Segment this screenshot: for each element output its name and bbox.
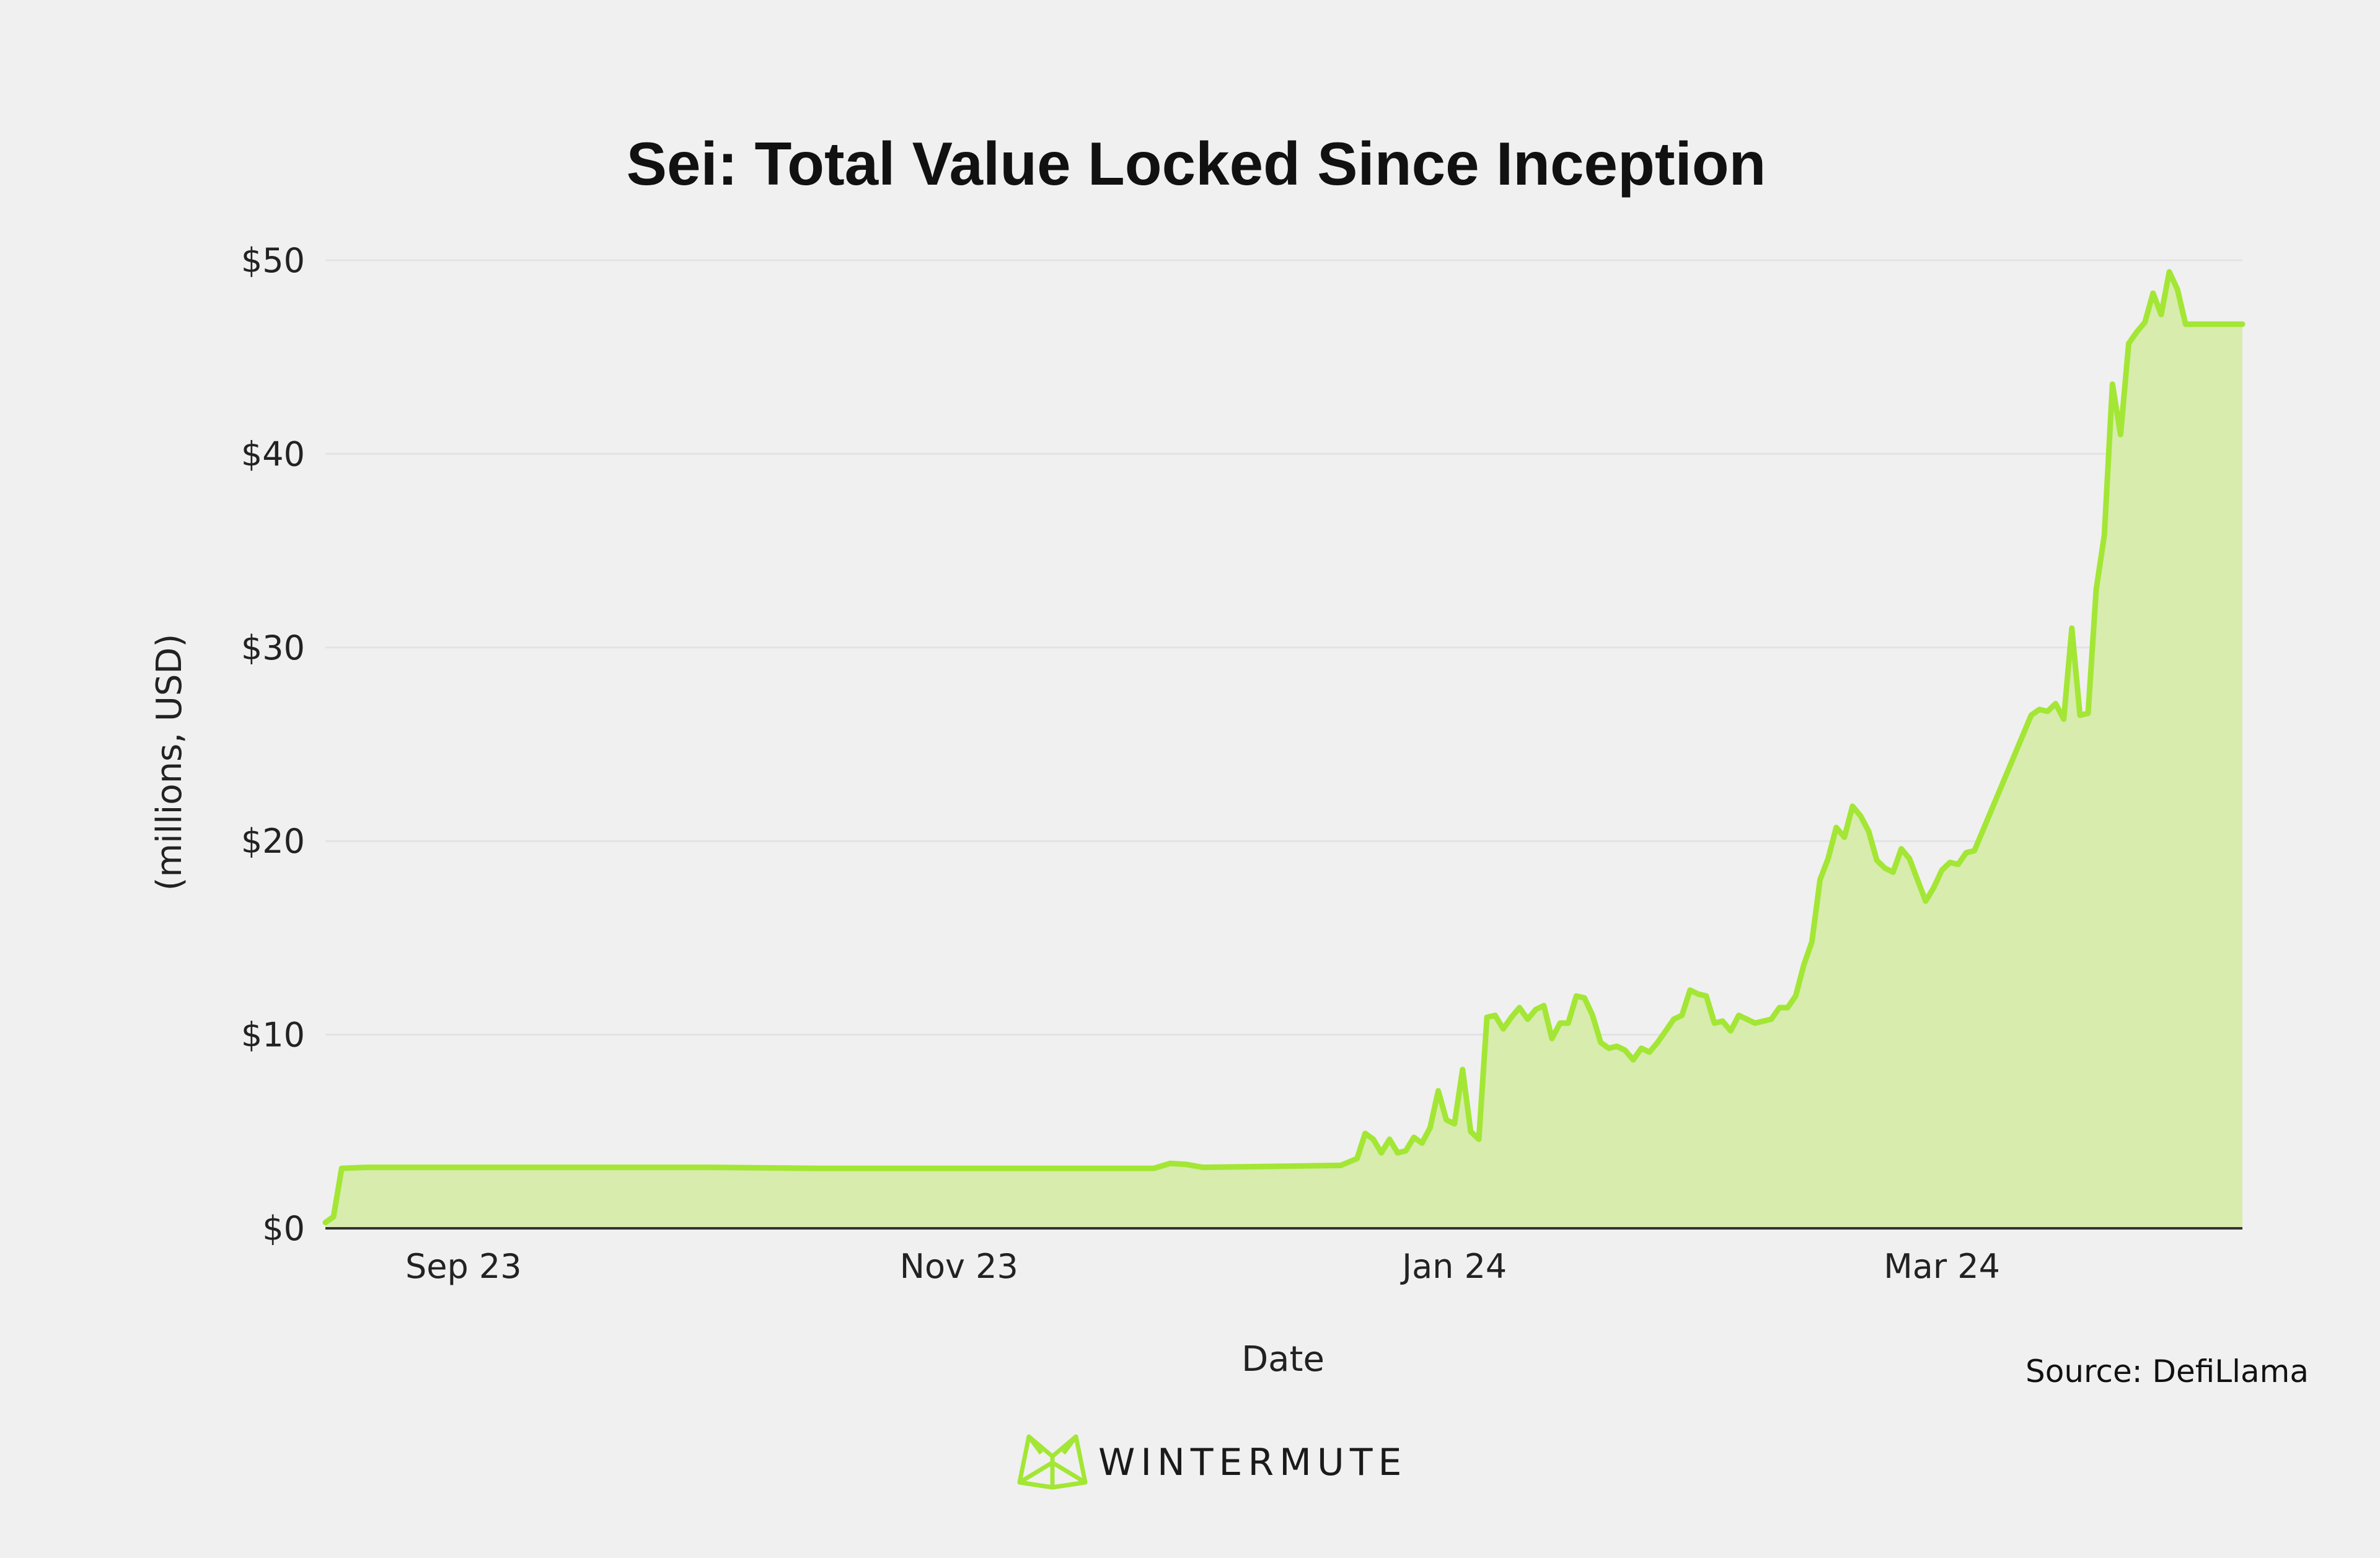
- x-tick-label: Sep 23: [405, 1247, 522, 1286]
- tvl-area-fill: [325, 271, 2242, 1229]
- x-tick-label: Mar 24: [1884, 1247, 2000, 1286]
- y-tick-label: $20: [241, 822, 305, 861]
- y-tick-label: $0: [262, 1209, 305, 1248]
- brand-name: WINTERMUTE: [1098, 1441, 1407, 1484]
- y-tick-label: $30: [241, 628, 305, 667]
- plot-area: [322, 269, 2246, 1230]
- y-axis-label: (millions, USD): [149, 634, 190, 891]
- source-note: Source: DefiLlama: [2025, 1353, 2309, 1389]
- y-tick-label: $10: [241, 1016, 305, 1055]
- y-tick-label: $40: [241, 434, 305, 473]
- x-axis-ticks: Sep 23 Nov 23 Jan 24 Mar 24: [405, 1247, 2000, 1286]
- y-tick-label: $50: [241, 241, 305, 280]
- x-axis-label: Date: [1241, 1339, 1324, 1380]
- y-axis-ticks: $0 $10 $20 $30 $40 $50: [241, 241, 305, 1248]
- x-tick-label: Jan 24: [1400, 1247, 1507, 1286]
- wintermute-logo-icon: [1017, 1434, 1088, 1490]
- x-tick-label: Nov 23: [900, 1247, 1018, 1286]
- chart-title: Sei: Total Value Locked Since Inception: [627, 130, 1766, 198]
- brand-logo: WINTERMUTE: [1017, 1434, 1407, 1490]
- tvl-line: [322, 269, 2246, 1226]
